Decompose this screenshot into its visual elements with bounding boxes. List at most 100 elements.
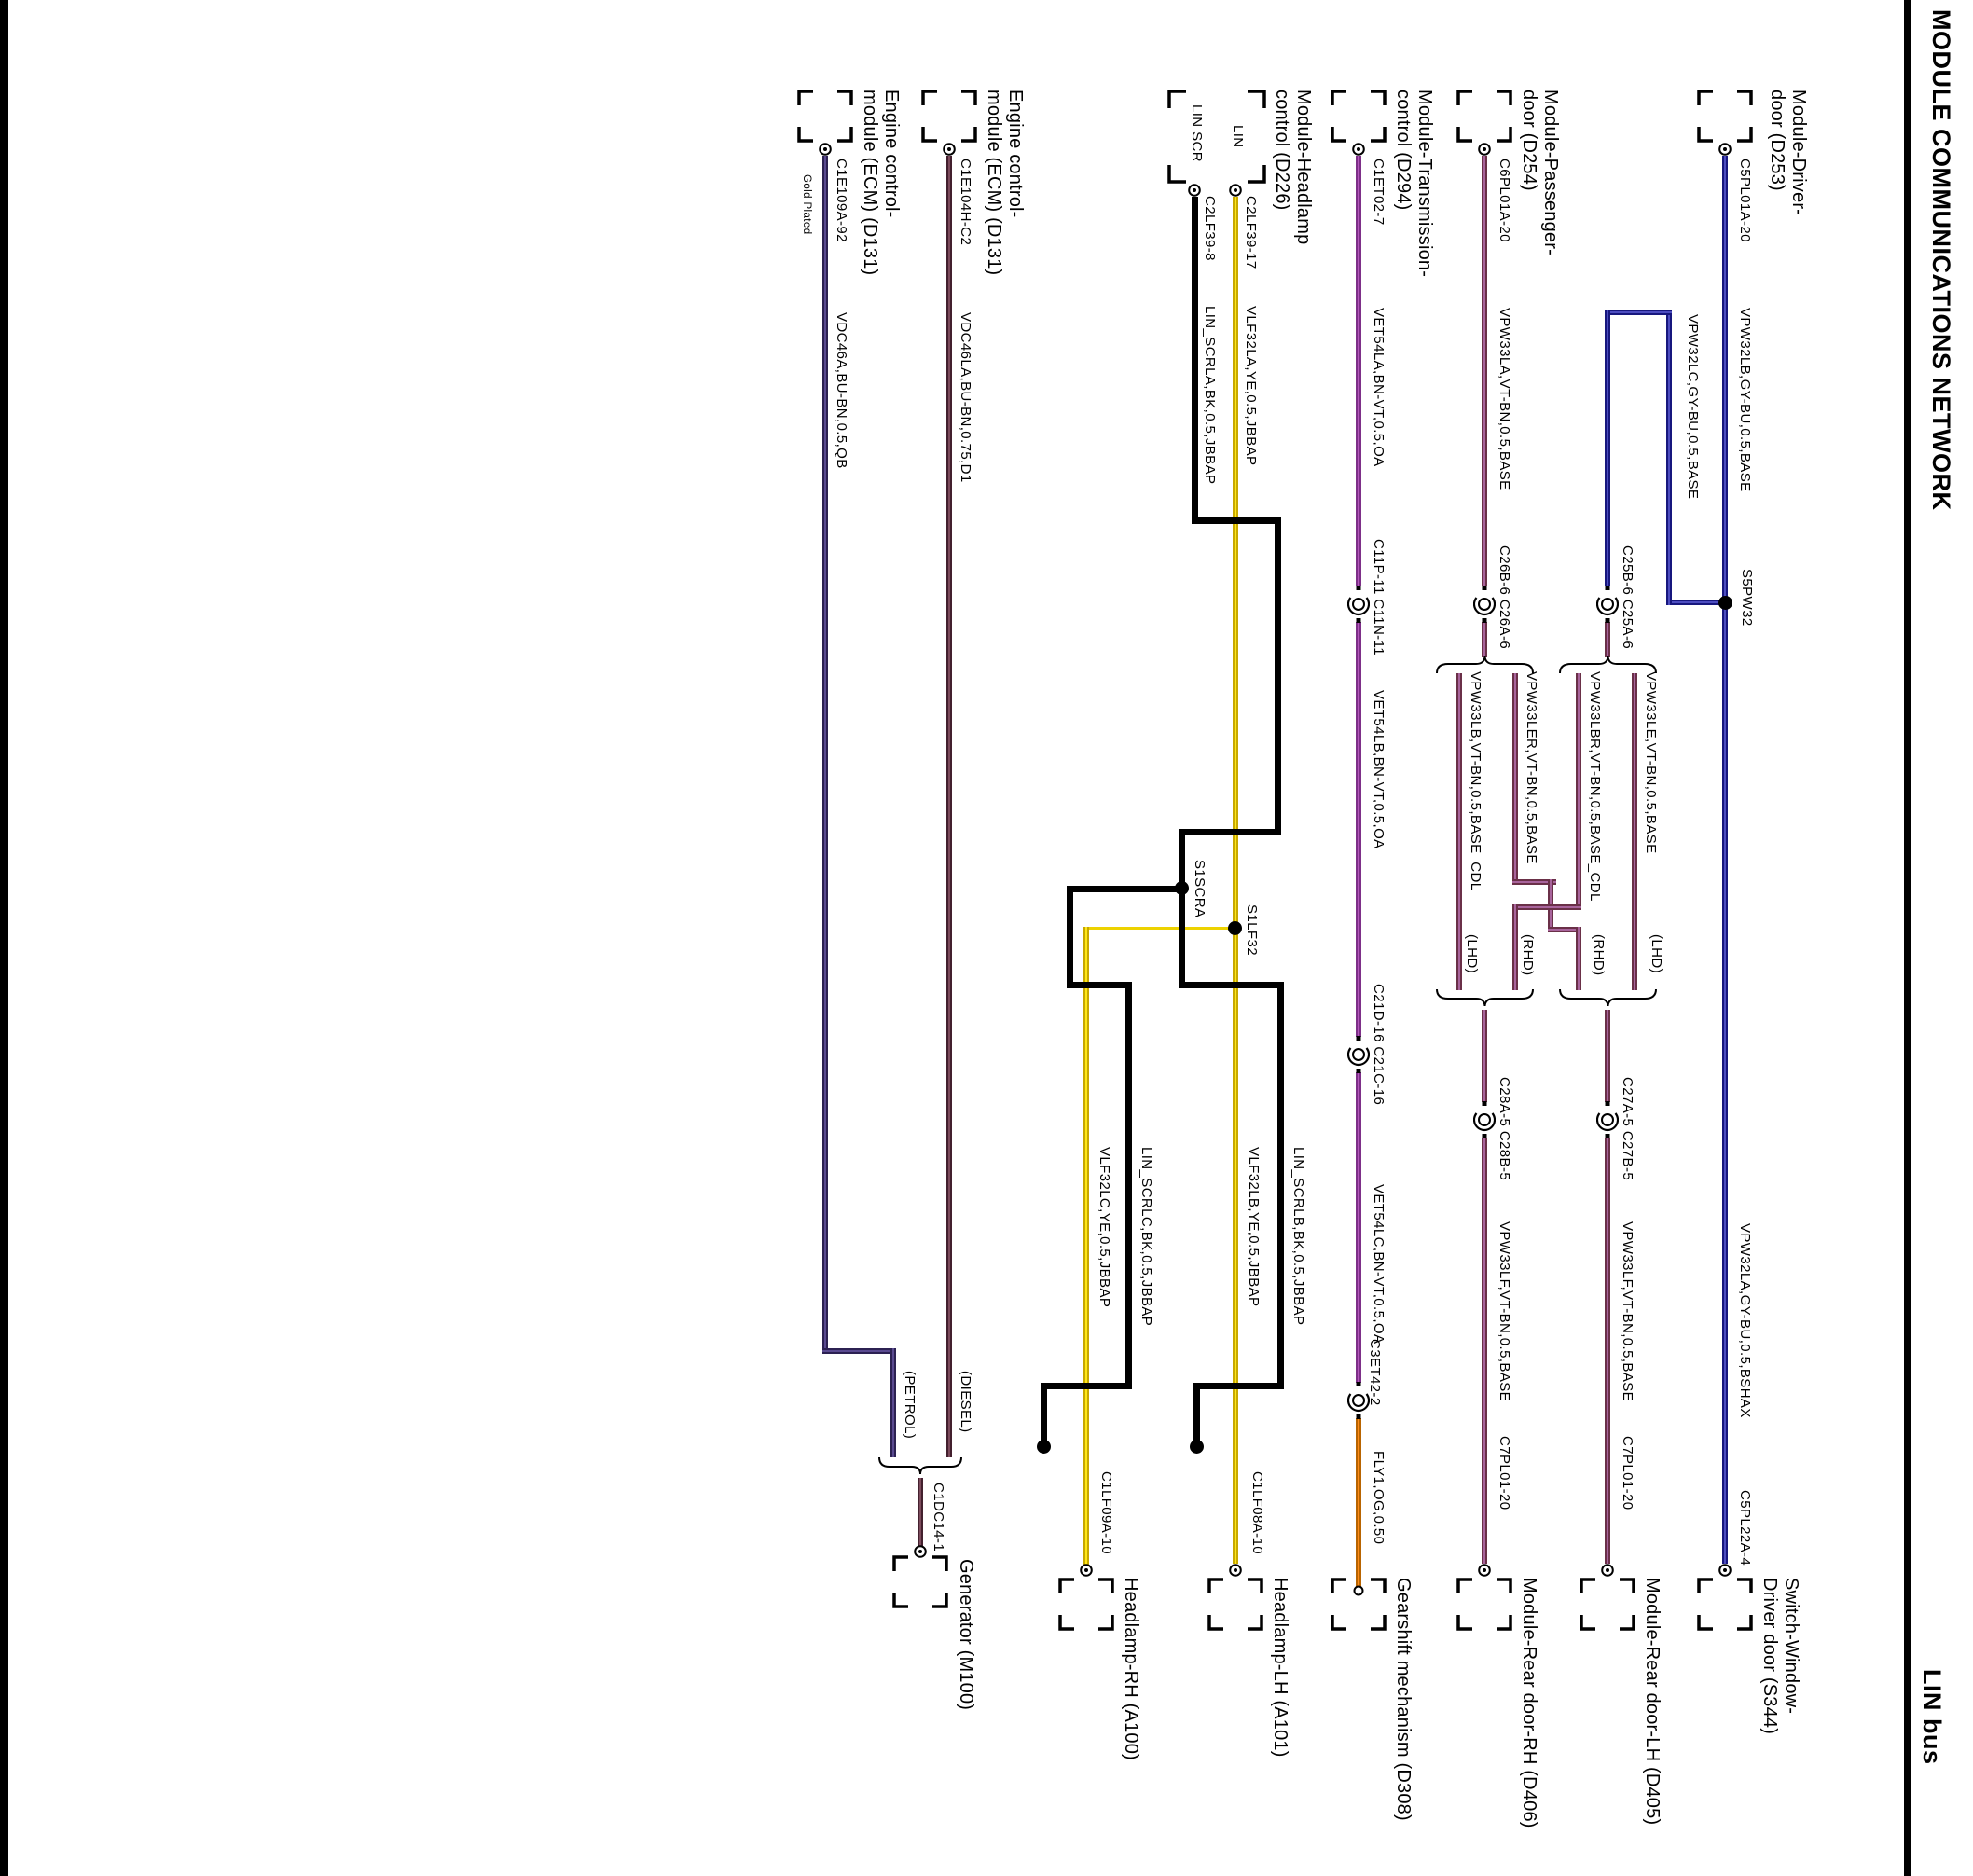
wire-linscrlc-h1 xyxy=(1067,886,1185,892)
inline-connector-c25-icon xyxy=(1596,586,1619,623)
pin-label-c2lf39-17: C2LF39-17 xyxy=(1243,196,1259,269)
splice-s1lf32-dot xyxy=(1228,921,1242,935)
wire-vet54lb xyxy=(1356,622,1361,1037)
wire-vpw33le xyxy=(1632,673,1637,990)
module-box-transmission xyxy=(1331,90,1387,143)
brace-split-right xyxy=(1559,655,1657,674)
wire-vet54lc xyxy=(1356,1072,1361,1383)
module-label-window-switch: Switch-Window- Driver door (S344) xyxy=(1759,1578,1801,1735)
wire-linscrla-v2 xyxy=(1275,517,1281,835)
wire-c26-stub xyxy=(1482,622,1487,657)
wire-label-vlf32la: VLF32LA,YE,0.5,JBBAP xyxy=(1243,306,1259,466)
variant-label-rhd-1: (RHD) xyxy=(1520,934,1536,976)
inline-connector-c21-icon xyxy=(1347,1036,1370,1073)
inline-connector-label-c27: C27A-5 C27B-5 xyxy=(1620,1077,1635,1181)
wire-linscrlb-v1 xyxy=(1179,892,1185,988)
wire-label-vdc46la: VDC46LA,BU-BN,0.75,D1 xyxy=(958,312,973,483)
wire-vlf32lc-h xyxy=(1084,927,1235,930)
wire-vpw32-main xyxy=(1722,156,1728,1564)
pin-label-c1e104h: C1E104H-C2 xyxy=(958,159,973,246)
wire-linscrlc-v1 xyxy=(1067,886,1073,988)
wire-linscrlc-v2 xyxy=(1125,982,1132,1389)
wire-vdc46la xyxy=(946,156,952,1457)
pin-driver-door-icon xyxy=(1718,143,1732,156)
wire-linscrlb-v2 xyxy=(1277,982,1284,1389)
wire-label-vpw33la: VPW33LA,VT-BN,0.5,BASE xyxy=(1497,308,1512,490)
module-box-headlamp-control xyxy=(1167,90,1266,184)
port-label-lin-scr: LIN SCR xyxy=(1189,104,1205,162)
wire-c27-stub xyxy=(1605,1010,1610,1102)
wire-c25-stub xyxy=(1605,622,1610,657)
module-box-rear-door-rh xyxy=(1456,1578,1512,1631)
wire-vpw33ler-x1 xyxy=(1512,879,1556,885)
wire-label-vpw33ler: VPW33LER,VT-BN,0.5,BASE xyxy=(1524,671,1539,864)
port-label-lin: LIN xyxy=(1230,125,1246,148)
variant-label-lhd-1: (LHD) xyxy=(1464,934,1480,973)
pin-rear-door-rh-icon xyxy=(1478,1564,1491,1577)
wire-vpw33ler-x3 xyxy=(1548,927,1581,932)
module-label-gearshift: Gearshift mechanism (D308) xyxy=(1393,1578,1414,1821)
wire-label-lin-scrlb: LIN_SCRLB,BK,0.5,JBBAP xyxy=(1290,1147,1306,1326)
splice-label-s1lf32: S1LF32 xyxy=(1244,904,1260,956)
inline-connector-label-c3et: C3ET42-2 xyxy=(1367,1339,1383,1406)
page-footer-lin-bus: LIN bus xyxy=(1918,1669,1946,1765)
wire-vpw33lf-lh xyxy=(1605,1138,1610,1564)
pin-label-c7pl01-lh: C7PL01-20 xyxy=(1620,1436,1635,1510)
wire-vlf32la-lb xyxy=(1233,197,1238,1564)
page-title: MODULE COMMUNICATIONS NETWORK xyxy=(1927,9,1955,511)
wire-linscrlc-h3 xyxy=(1041,1383,1132,1389)
module-label-rear-door-rh: Module-Rear door-RH (D406) xyxy=(1519,1578,1539,1828)
inline-connector-label-c26: C26B-6 C26A-6 xyxy=(1497,545,1512,650)
variant-label-diesel: (DIESEL) xyxy=(958,1371,973,1433)
wire-linscrlc-h2 xyxy=(1067,982,1132,988)
pin-passenger-door-icon xyxy=(1478,143,1491,156)
module-box-gearshift xyxy=(1331,1578,1387,1631)
wire-label-vpw33lf-lh: VPW33LF,VT-BN,0.5,BASE xyxy=(1620,1221,1635,1402)
pin-headlamp-lh-icon xyxy=(1229,1564,1242,1577)
left-border-bar xyxy=(0,0,8,1876)
wire-label-vdc46a: VDC46A,BU-BN,0.5,QB xyxy=(834,312,849,469)
module-box-rear-door-lh xyxy=(1580,1578,1635,1631)
wire-label-vpw32la: VPW32LA,GY-BU,0.5,BSHAX xyxy=(1737,1223,1753,1418)
module-label-rear-door-lh: Module-Rear door-LH (D405) xyxy=(1642,1578,1663,1826)
wire-linscrla-v1 xyxy=(1192,197,1198,524)
module-box-ecm-petrol xyxy=(797,90,853,143)
brace-merge-left xyxy=(1436,988,1534,1007)
brace-merge-fuel xyxy=(878,1456,962,1475)
inline-connector-c28-icon xyxy=(1473,1101,1496,1138)
wire-vpw33lf-rh xyxy=(1482,1138,1487,1564)
pin-label-c7pl01-rh: C7PL01-20 xyxy=(1497,1436,1512,1510)
pin-ecm-petrol-icon xyxy=(819,143,832,156)
module-box-passenger-door xyxy=(1456,90,1512,143)
wire-vpw32lc-h2 xyxy=(1605,310,1672,315)
brace-split-left xyxy=(1436,655,1534,674)
inline-connector-c3et-icon xyxy=(1347,1382,1370,1419)
module-label-driver-door: Module-Driver- door (D253) xyxy=(1767,90,1809,216)
wire-vpw33ler-v1 xyxy=(1512,673,1518,885)
wire-vdc46a-v2 xyxy=(890,1348,896,1457)
pin-generator-icon xyxy=(914,1545,927,1558)
inline-connector-c27-icon xyxy=(1596,1101,1619,1138)
wire-linscrla-h1 xyxy=(1192,517,1281,524)
module-box-window-switch xyxy=(1697,1578,1753,1631)
pin-label-c1lf08a: C1LF08A-10 xyxy=(1249,1471,1265,1555)
wire-vpw33lb xyxy=(1456,673,1462,990)
wire-label-vpw32lb: VPW32LB,GY-BU,0.5,BASE xyxy=(1737,308,1753,492)
splice-s5pw32-dot xyxy=(1718,596,1732,610)
wire-linscrlb-h1 xyxy=(1179,982,1284,988)
inline-connector-label-c21: C21D-16 C21C-16 xyxy=(1371,984,1387,1106)
pin-transmission-icon xyxy=(1352,143,1365,156)
pin-label-c5pl01a: C5PL01A-20 xyxy=(1737,159,1753,242)
inline-connector-c11-icon xyxy=(1347,586,1370,623)
wire-vpw33lbr-v2 xyxy=(1512,904,1518,990)
pin-headlamp-rh-icon xyxy=(1080,1564,1093,1577)
pin-lin-scr-icon xyxy=(1188,184,1201,197)
wire-vlf32lc-v xyxy=(1083,927,1089,1570)
inline-connector-label-c11: C11P-11 C11N-11 xyxy=(1371,539,1387,655)
wire-vpw33la xyxy=(1482,156,1487,586)
wire-vpw32lc-drop xyxy=(1605,310,1610,586)
wire-label-vet54la: VET54LA,BN-VT,0.5,OA xyxy=(1371,308,1387,467)
module-label-headlamp-control: Module-Headlamp control (D226) xyxy=(1272,90,1314,245)
pin-label-c6pl01a: C6PL01A-20 xyxy=(1497,159,1512,242)
